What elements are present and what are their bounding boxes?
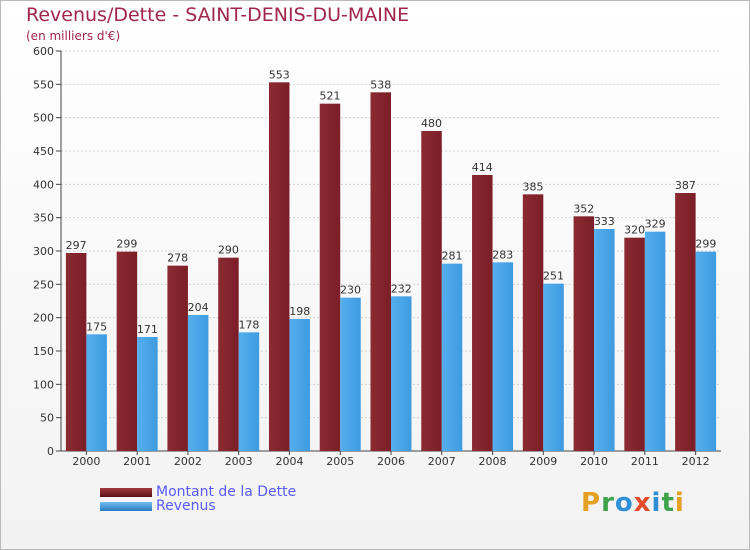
data-label-revenus: 204	[188, 301, 209, 314]
x-tick-label: 2006	[377, 455, 405, 468]
data-label-dette: 290	[218, 244, 239, 257]
data-label-revenus: 178	[238, 318, 259, 331]
y-tick-label: 300	[33, 245, 54, 258]
x-tick-label: 2011	[631, 455, 659, 468]
bar-dette	[421, 131, 442, 451]
data-label-dette: 320	[624, 224, 645, 237]
chart-title: Revenus/Dette - SAINT-DENIS-DU-MAINE	[26, 4, 410, 26]
data-label-dette: 553	[269, 68, 290, 81]
bar-revenus	[644, 231, 666, 451]
x-tick-label: 2009	[529, 455, 557, 468]
x-tick-label: 2005	[326, 455, 354, 468]
chart-subtitle: (en milliers d'€)	[26, 29, 121, 43]
bar-revenus	[492, 262, 514, 451]
bar-dette	[218, 257, 239, 451]
legend-swatch-revenus	[100, 502, 152, 511]
bar-revenus	[137, 337, 158, 451]
x-tick-label: 2004	[275, 455, 303, 468]
data-label-dette: 521	[319, 90, 340, 103]
bar-dette	[472, 175, 493, 451]
y-tick-label: 50	[40, 412, 54, 425]
data-label-dette: 299	[116, 238, 137, 251]
x-tick-label: 2002	[174, 455, 202, 468]
data-label-revenus: 329	[645, 218, 666, 231]
data-label-revenus: 171	[137, 323, 158, 336]
data-label-dette: 414	[472, 161, 493, 174]
bar-revenus	[594, 229, 615, 451]
brand-logo: Proxiti	[581, 488, 685, 518]
y-tick-label: 500	[33, 112, 54, 125]
bar-revenus	[187, 315, 209, 451]
data-label-dette: 352	[573, 202, 594, 215]
data-label-revenus: 232	[391, 282, 412, 295]
data-label-dette: 480	[421, 117, 442, 130]
y-tick-label: 550	[33, 78, 54, 91]
y-tick-label: 450	[33, 145, 54, 158]
bar-revenus	[543, 283, 564, 451]
data-label-dette: 278	[167, 252, 188, 265]
bar-dette	[167, 265, 188, 451]
data-label-dette: 385	[523, 180, 544, 193]
x-tick-label: 2003	[225, 455, 253, 468]
data-label-dette: 387	[675, 179, 696, 192]
data-label-revenus: 251	[543, 270, 564, 283]
bar-dette	[65, 253, 87, 451]
x-tick-label: 2008	[479, 455, 507, 468]
bar-revenus	[340, 297, 361, 451]
y-tick-label: 150	[33, 345, 54, 358]
data-label-revenus: 333	[594, 215, 615, 228]
data-label-revenus: 299	[695, 238, 716, 251]
bar-dette	[624, 237, 645, 451]
y-tick-label: 0	[47, 445, 54, 458]
legend-label-dette: Montant de la Dette	[156, 484, 297, 500]
x-tick-label: 2001	[123, 455, 151, 468]
y-tick-label: 100	[33, 378, 54, 391]
x-tick-label: 2007	[428, 455, 456, 468]
y-tick-label: 400	[33, 178, 54, 191]
bar-revenus	[695, 251, 717, 451]
bar-dette	[675, 193, 696, 451]
bar-revenus	[391, 296, 412, 451]
data-label-dette: 297	[66, 239, 87, 252]
data-label-revenus: 281	[442, 250, 463, 263]
x-tick-label: 2010	[580, 455, 608, 468]
y-tick-label: 350	[33, 212, 54, 225]
x-tick-label: 2012	[682, 455, 710, 468]
bar-revenus	[441, 263, 463, 451]
bar-revenus	[289, 319, 310, 451]
bar-dette	[522, 194, 544, 452]
bar-dette	[268, 82, 290, 451]
y-tick-label: 250	[33, 278, 54, 291]
bar-revenus	[238, 332, 260, 451]
bar-dette	[319, 103, 341, 452]
y-tick-label: 200	[33, 312, 54, 325]
bar-dette	[116, 251, 138, 451]
legend-swatch-dette	[100, 488, 152, 497]
legend-label-revenus: Revenus	[156, 498, 216, 514]
bar-dette	[573, 216, 595, 451]
data-label-revenus: 198	[289, 305, 310, 318]
bar-dette	[370, 92, 391, 451]
y-tick-label: 600	[33, 45, 54, 58]
data-label-dette: 538	[370, 78, 391, 91]
data-label-revenus: 283	[492, 248, 513, 261]
x-tick-label: 2000	[72, 455, 100, 468]
bar-revenus	[86, 334, 107, 451]
data-label-revenus: 230	[340, 284, 361, 297]
data-label-revenus: 175	[86, 320, 107, 333]
